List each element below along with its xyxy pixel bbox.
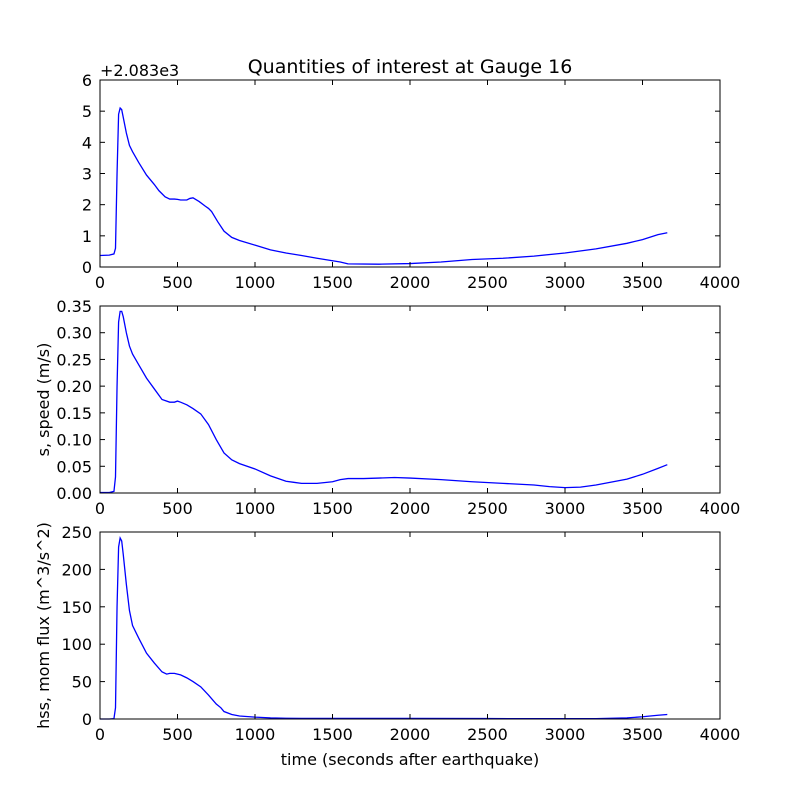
x-tick-label: 0 — [95, 273, 105, 292]
x-tick-label: 2000 — [390, 725, 431, 744]
y-tick-label: 0.00 — [56, 484, 92, 503]
y-tick-label: 0.30 — [56, 324, 92, 343]
panel-1-frame — [99, 79, 721, 268]
panel-3-series-line — [100, 535, 668, 720]
y-axis-label: hss, mom flux (m^3/s^2) — [34, 522, 53, 729]
x-tick-label: 1500 — [312, 273, 353, 292]
panel-2: 0 500 1000 1500 2000 2500 3000 3500 4000 0.00 0.05… — [34, 297, 740, 518]
y-tick-label: 200 — [61, 560, 92, 579]
x-tick-label: 3000 — [545, 273, 586, 292]
y-tick-label: 0 — [82, 258, 92, 277]
x-tick-label: 3500 — [622, 499, 663, 518]
y-tick-label: 0.15 — [56, 404, 92, 423]
y-tick-label: 0.25 — [56, 350, 92, 369]
x-tick-label: 2000 — [390, 273, 431, 292]
x-axis-label: time (seconds after earthquake) — [281, 750, 539, 769]
x-tick-label: 4000 — [700, 273, 741, 292]
x-tick-label: 2500 — [467, 499, 508, 518]
x-tick-label: 1500 — [312, 499, 353, 518]
y-tick-label: 5 — [82, 102, 92, 121]
x-tick-label: 2500 — [467, 273, 508, 292]
y-tick-label: 150 — [61, 598, 92, 617]
y-tick-label: 0.35 — [56, 297, 92, 316]
x-tick-label: 1000 — [235, 725, 276, 744]
y-offset-text: +2.083e3 — [100, 61, 179, 80]
x-tick-label: 3500 — [622, 273, 663, 292]
x-tick-label: 3500 — [622, 725, 663, 744]
y-tick-label: 0.05 — [56, 457, 92, 476]
x-tick-label: 2000 — [390, 499, 431, 518]
y-axis-label: s, speed (m/s) — [34, 343, 53, 457]
panel-1-series-line — [99, 106, 668, 265]
y-tick-label: 6 — [82, 71, 92, 90]
x-tick-label: 0 — [95, 725, 105, 744]
x-tick-label: 4000 — [700, 499, 741, 518]
x-tick-label: 3000 — [545, 725, 586, 744]
y-tick-label: 250 — [61, 523, 92, 542]
y-tick-label: 4 — [82, 133, 92, 152]
x-tick-label: 1500 — [312, 725, 353, 744]
y-tick-label: 0.10 — [56, 431, 92, 450]
y-tick-label: 1 — [82, 227, 92, 246]
x-tick-label: 4000 — [700, 725, 741, 744]
y-tick-label: 0.20 — [56, 377, 92, 396]
panel-3: 0 500 1000 1500 2000 2500 3000 3500 4000 0 50 100 15… — [34, 522, 740, 744]
x-tick-label: 1000 — [235, 273, 276, 292]
y-tick-label: 50 — [72, 673, 92, 692]
y-tick-label: 0 — [82, 710, 92, 729]
panel-1: 0 500 1000 1500 2000 2500 3000 3500 4000 0 1 2 3 4 5 6 +… — [82, 61, 741, 292]
x-tick-label: 3000 — [545, 499, 586, 518]
y-tick-label: 2 — [82, 196, 92, 215]
x-tick-label: 500 — [162, 499, 193, 518]
y-tick-label: 3 — [82, 165, 92, 184]
x-tick-label: 1000 — [235, 499, 276, 518]
panel-2-frame — [99, 305, 721, 494]
x-tick-label: 0 — [95, 499, 105, 518]
x-tick-label: 2500 — [467, 725, 508, 744]
x-tick-label: 500 — [162, 273, 193, 292]
y-tick-label: 100 — [61, 635, 92, 654]
x-tick-label: 500 — [162, 725, 193, 744]
panel-3-frame — [99, 531, 721, 720]
chart-title: Quantities of interest at Gauge 16 — [248, 56, 573, 78]
panel-2-series-line — [100, 310, 668, 494]
